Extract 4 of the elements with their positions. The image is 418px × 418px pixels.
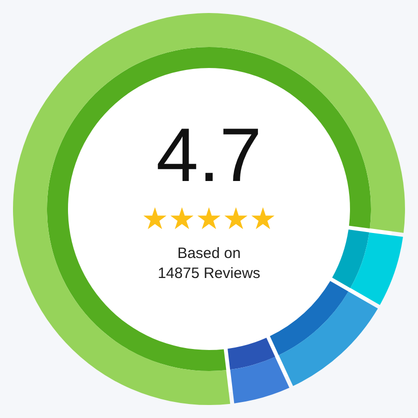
- text: ★★★★★: [142, 203, 276, 236]
- text: 14875 Reviews: [158, 265, 260, 282]
- text: 4.7: [156, 113, 262, 198]
- text: Based on: [177, 245, 241, 262]
